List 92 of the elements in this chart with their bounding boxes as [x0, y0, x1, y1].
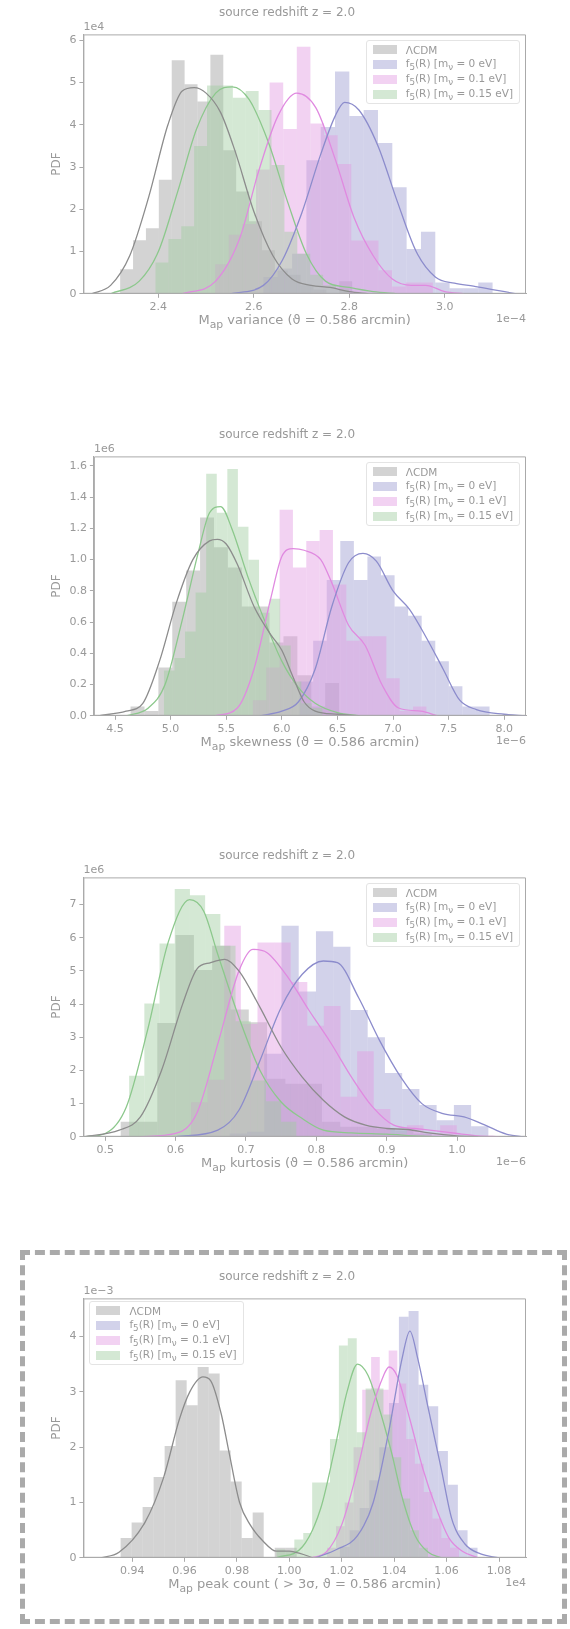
x-tick-label: 5.0 [161, 722, 180, 736]
x-tick-label: 0.94 [119, 1564, 145, 1578]
x-axis-title: M$_{ap}$ kurtosis (ϑ = 0.586 arcmin) [201, 1154, 409, 1174]
x-tick-label: 3.0 [436, 300, 454, 314]
y-tick-label: 1 [69, 244, 77, 258]
y-tick-label: 4 [69, 1329, 77, 1343]
y-axis-title: PDF [49, 152, 64, 176]
x-tick-label: 6.5 [328, 722, 347, 736]
legend-label: f$_{5}$(R) [m$_{ν}$ = 0.1 eV] [129, 1332, 230, 1349]
y-tick-label: 0.0 [69, 708, 87, 722]
x-tick-label: 0.96 [172, 1564, 197, 1578]
y-tick-label: 4 [69, 117, 77, 131]
x-tick-label: 8.0 [495, 722, 513, 736]
text: 1e−4 [496, 312, 526, 326]
chart-title: source redshift z = 2.0 [218, 1269, 356, 1284]
legend-label: ΛCDM [405, 43, 438, 56]
y-tick-label: 5 [69, 75, 77, 89]
line-series [100, 1376, 314, 1558]
y-tick-label: 0.6 [69, 614, 87, 628]
x-tick-label: 0.6 [166, 1143, 185, 1157]
x-tick-label: 1.06 [434, 1564, 459, 1578]
y-tick-label: 1.2 [69, 521, 87, 535]
x-tick-label: 0.5 [96, 1143, 114, 1157]
text: 1e4 [83, 19, 105, 33]
y-tick-label: 0.4 [69, 646, 87, 660]
y-tick-label: 7 [69, 897, 77, 911]
x-tick-label: 2.4 [149, 300, 168, 314]
legend-label: f$_{5}$(R) [m$_{ν}$ = 0.1 eV] [405, 914, 507, 931]
x-tick-label: 1.02 [329, 1564, 355, 1578]
y-tick-label: 3 [69, 159, 77, 173]
y-axis-title: PDF [49, 574, 64, 598]
x-tick-label: 1.04 [381, 1564, 407, 1578]
text: 1e6 [83, 862, 105, 876]
y-tick-label: 1 [69, 1495, 77, 1509]
y-tick-label: 1 [69, 1096, 77, 1110]
legend-label: f$_{5}$(R) [m$_{ν}$ = 0 eV] [405, 899, 497, 916]
y-tick-label: 0 [69, 1550, 77, 1564]
x-tick-label: 7.5 [439, 722, 458, 736]
legend-label: f$_{5}$(R) [m$_{ν}$ = 0.15 eV] [129, 1347, 237, 1364]
legend-label: ΛCDM [405, 465, 438, 478]
y-tick-label: 5 [69, 963, 77, 977]
text: 1e4 [505, 1576, 526, 1590]
text: 1e−6 [496, 1155, 526, 1169]
y-axis-title: PDF [49, 1416, 64, 1440]
y-tick-label: 6 [69, 33, 77, 47]
legend-label: ΛCDM [405, 886, 438, 899]
x-tick-label: 1.08 [486, 1564, 512, 1578]
y-tick-label: 1.4 [69, 490, 87, 504]
x-tick-label: 5.5 [217, 722, 235, 736]
y-tick-label: 3 [69, 1384, 77, 1398]
y-axis-title: PDF [49, 995, 64, 1019]
y-tick-label: 2 [69, 1440, 77, 1454]
text: 1e−6 [496, 734, 526, 748]
legend-label: f$_{5}$(R) [m$_{ν}$ = 0.15 eV] [405, 86, 513, 103]
x-tick-label: 4.5 [106, 722, 124, 736]
legend-label: f$_{5}$(R) [m$_{ν}$ = 0.15 eV] [405, 508, 513, 525]
text: 1e6 [93, 441, 115, 455]
x-tick-label: 7.0 [384, 722, 402, 736]
y-tick-label: 0 [69, 1129, 77, 1143]
y-tick-label: 3 [69, 1030, 77, 1044]
y-tick-label: 2 [69, 1063, 77, 1077]
legend-label: f$_{5}$(R) [m$_{ν}$ = 0.1 eV] [405, 493, 507, 510]
legend-label: f$_{5}$(R) [m$_{ν}$ = 0 eV] [405, 56, 497, 73]
legend-label: f$_{5}$(R) [m$_{ν}$ = 0 eV] [405, 478, 497, 495]
legend-label: ΛCDM [129, 1304, 162, 1317]
y-tick-label: 4 [69, 996, 77, 1010]
y-tick-label: 0 [69, 286, 77, 300]
legend-label: f$_{5}$(R) [m$_{ν}$ = 0.15 eV] [405, 929, 513, 946]
x-tick-label: 1.00 [277, 1564, 302, 1578]
x-axis-title: M$_{ap}$ variance (ϑ = 0.586 arcmin) [198, 311, 411, 331]
chart-title: source redshift z = 2.0 [218, 848, 356, 863]
legend-label: f$_{5}$(R) [m$_{ν}$ = 0 eV] [129, 1317, 220, 1334]
x-tick-label: 0.98 [224, 1564, 250, 1578]
x-tick-label: 2.6 [245, 300, 263, 314]
chart-title: source redshift z = 2.0 [218, 5, 356, 20]
x-tick-label: 6.0 [273, 722, 291, 736]
y-tick-label: 0.2 [69, 677, 87, 691]
y-tick-label: 2 [69, 202, 77, 216]
x-tick-label: 0.7 [237, 1143, 255, 1157]
legend-label: f$_{5}$(R) [m$_{ν}$ = 0.1 eV] [405, 71, 507, 88]
y-tick-label: 1.0 [69, 552, 87, 566]
y-tick-label: 6 [69, 930, 77, 944]
x-tick-label: 2.8 [340, 300, 359, 314]
x-axis-title: M$_{ap}$ skewness (ϑ = 0.586 arcmin) [200, 733, 420, 753]
x-tick-label: 1.0 [448, 1143, 466, 1157]
text: 1e−3 [83, 1283, 114, 1297]
x-tick-label: 0.8 [307, 1143, 326, 1157]
y-tick-label: 1.6 [69, 458, 87, 472]
chart-title: source redshift z = 2.0 [218, 427, 356, 442]
x-tick-label: 0.9 [377, 1143, 396, 1157]
y-tick-label: 0.8 [69, 583, 87, 597]
x-axis-title: M$_{ap}$ peak count ( > 3σ, ϑ = 0.586 arcmin) [168, 1575, 442, 1595]
